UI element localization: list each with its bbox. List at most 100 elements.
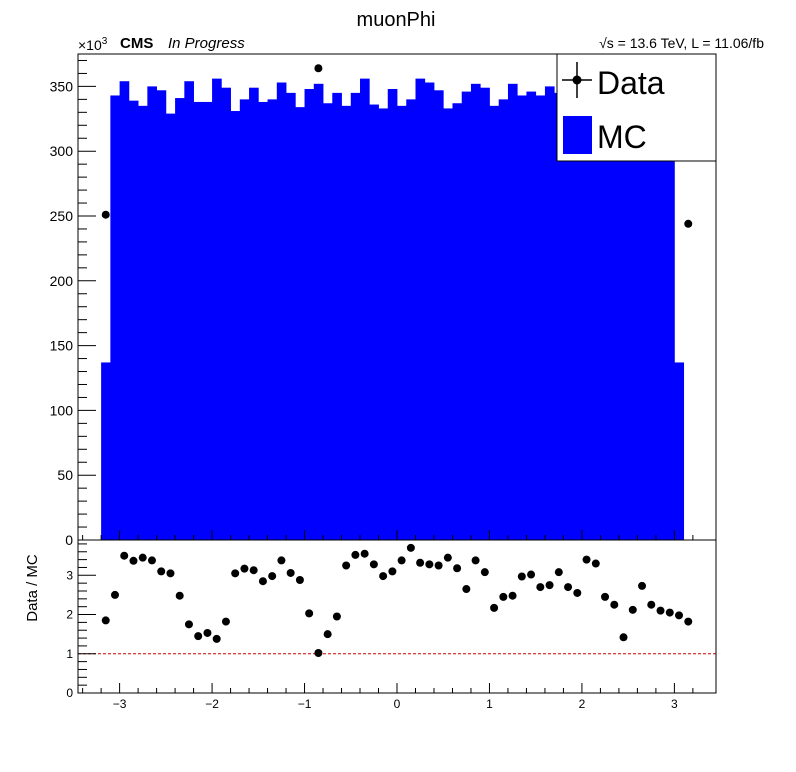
ratio-point [462, 585, 471, 594]
mc-bar [517, 95, 527, 541]
ratio-point [665, 608, 674, 617]
legend-data-marker [562, 62, 592, 98]
mc-bar [378, 108, 389, 540]
mc-bar [202, 101, 213, 541]
chart-title: muonPhi [357, 9, 436, 31]
mc-bar [138, 105, 148, 540]
mc-bar [193, 101, 204, 541]
y-multiplier-base: ×10 [78, 37, 102, 53]
main-y-tick-label: 150 [50, 338, 74, 354]
mc-bar [175, 98, 185, 541]
ratio-y-tick-label: 1 [66, 647, 73, 661]
ratio-y-axis: 0 1 2 3 [66, 543, 96, 700]
mc-bar [295, 107, 305, 541]
data-point [684, 219, 693, 228]
main-y-tick-label: 0 [65, 532, 73, 548]
mc-bar [119, 81, 130, 540]
ratio-point [434, 561, 443, 570]
ratio-point [499, 592, 508, 601]
ratio-point [323, 630, 332, 639]
ratio-point [508, 591, 517, 600]
mc-bar [637, 92, 648, 540]
ratio-point [101, 616, 110, 625]
ratio-point [564, 583, 573, 592]
mc-bar [249, 87, 259, 541]
ratio-point [194, 632, 203, 641]
status-label: In Progress [168, 35, 245, 52]
ratio-point [601, 592, 610, 601]
ratio-point [332, 612, 341, 621]
ratio-x-tick-label: 0 [394, 697, 401, 711]
mc-bar [230, 111, 241, 541]
main-y-tick-label: 100 [50, 402, 74, 418]
mc-bar [480, 87, 490, 541]
main-y-axis: 0 50 100 150 200 250 300 350 [50, 59, 96, 548]
mc-bar [350, 92, 361, 540]
mc-bar [397, 105, 407, 540]
y-multiplier-exponent: 3 [102, 36, 108, 47]
mc-bar [110, 95, 121, 541]
ratio-x-tick-label: 1 [486, 697, 493, 711]
ratio-point [610, 600, 619, 609]
ratio-point [157, 567, 166, 576]
ratio-point [184, 620, 193, 629]
ratio-point [129, 556, 138, 565]
ratio-point [221, 617, 230, 626]
ratio-point [527, 570, 536, 579]
mc-bar [313, 83, 324, 541]
mc-bar [128, 100, 139, 540]
mc-bar [415, 78, 426, 541]
mc-bar [646, 92, 657, 540]
mc-bar [674, 362, 685, 540]
ratio-point [110, 590, 119, 599]
ratio-point [675, 611, 684, 620]
ratio-point [147, 556, 156, 565]
mc-bar [360, 78, 370, 541]
legend-mc-swatch [563, 116, 592, 154]
mc-bar [507, 83, 518, 541]
mc-bar [452, 103, 463, 541]
ratio-point [425, 560, 434, 569]
ratio-point [351, 550, 360, 559]
mc-bar [554, 92, 564, 540]
ratio-x-tick-label: −2 [205, 697, 219, 711]
mc-bar [387, 88, 398, 540]
mc-bar [489, 105, 500, 540]
ratio-x-axis: −3 −2 −1 0 1 2 3 [82, 683, 694, 711]
data-markers [101, 64, 693, 228]
main-y-tick-label: 200 [50, 273, 74, 289]
ratio-y-tick-label: 0 [66, 686, 73, 700]
ratio-point [305, 609, 314, 618]
ratio-point [443, 553, 452, 562]
mc-bar [147, 86, 157, 541]
ratio-point [517, 572, 526, 581]
mc-bar [424, 82, 435, 541]
ratio-point [684, 617, 693, 626]
ratio-x-tick-label: 3 [671, 697, 678, 711]
ratio-point [582, 555, 591, 564]
mc-bar [600, 92, 611, 540]
ratio-point [453, 564, 462, 573]
mc-bar [443, 108, 453, 540]
ratio-point [286, 568, 295, 577]
ratio-point [638, 581, 647, 590]
mc-bar [470, 83, 481, 541]
ratio-point [545, 581, 554, 590]
ratio-markers [101, 543, 693, 657]
mc-bar [239, 99, 250, 541]
cms-label: CMS [120, 35, 153, 52]
mc-bar [304, 88, 315, 540]
ratio-point [536, 583, 545, 592]
ratio-point [342, 561, 351, 570]
mc-bar [286, 92, 296, 540]
ratio-point [416, 558, 425, 567]
ratio-point [369, 560, 378, 569]
ratio-panel: 0 1 2 3 −3 −2 −1 0 1 2 3 Data / MC [24, 539, 717, 711]
ratio-point [656, 606, 665, 615]
ratio-x-tick-label: 2 [579, 697, 586, 711]
mc-bar [184, 81, 194, 540]
ratio-point [554, 568, 563, 577]
mc-bar [433, 90, 444, 541]
ratio-point [166, 569, 175, 578]
